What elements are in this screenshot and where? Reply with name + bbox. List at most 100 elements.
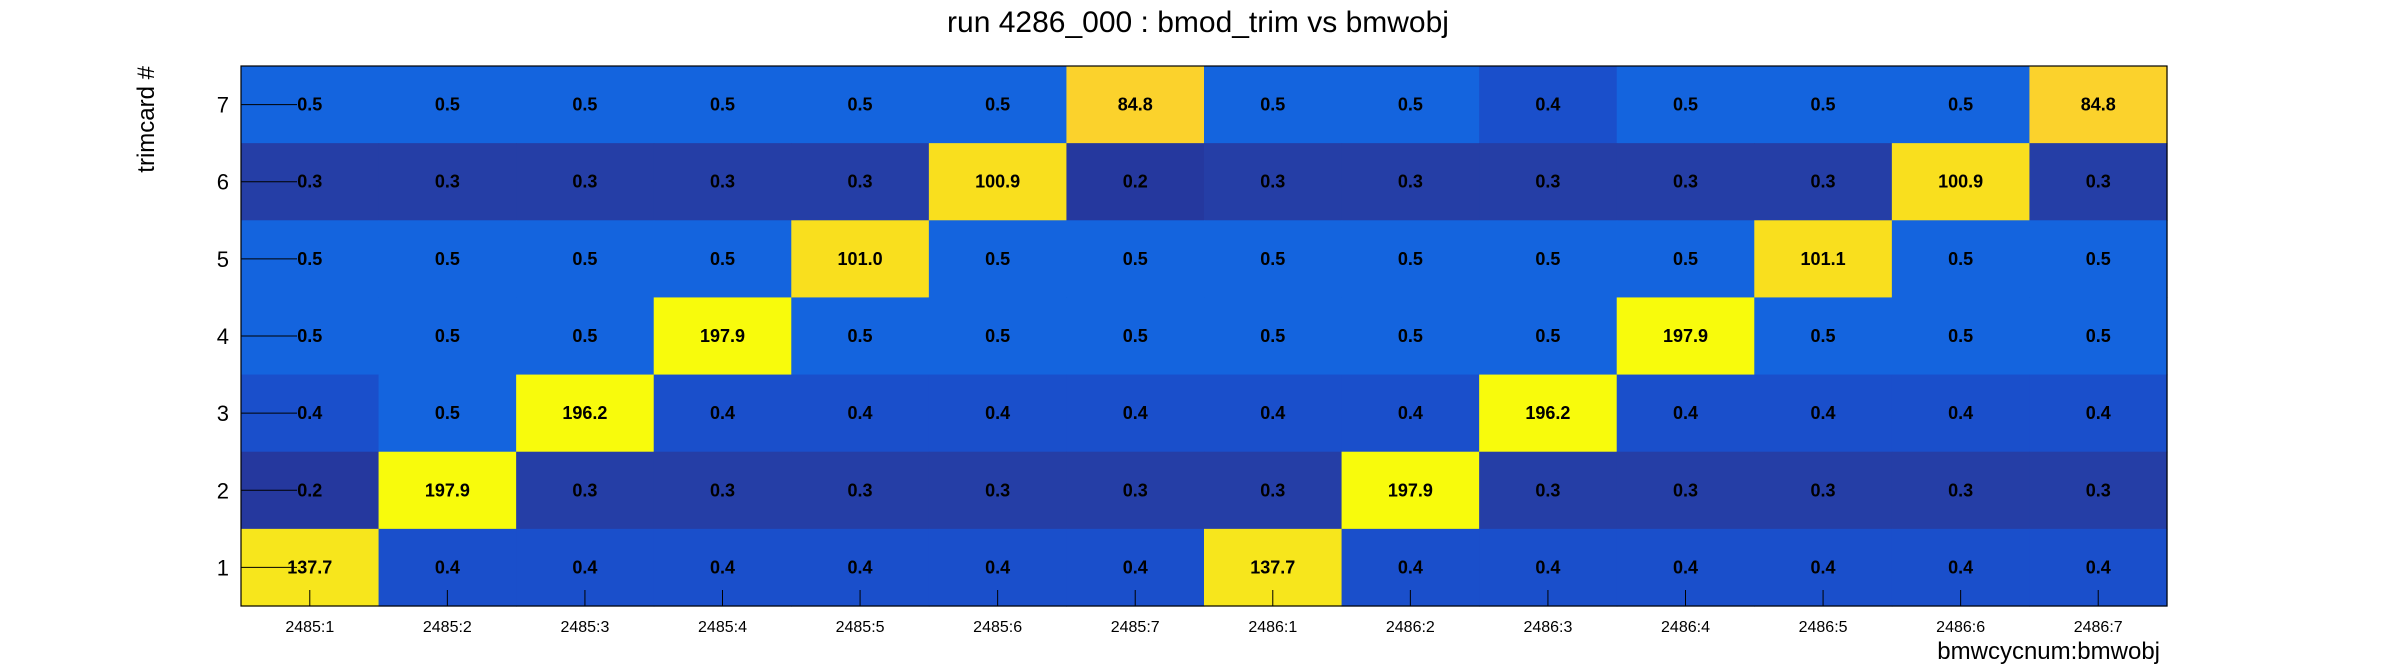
heatmap-cell: [653, 297, 792, 376]
heatmap-cell: [1066, 451, 1205, 530]
cell-value-label: 0.4: [710, 403, 735, 423]
heatmap-cells: 0.5 0.5 0.5 0.5 0.5 0.5 84.8 0.5 0.5 0.4 0.5 0.5 0.5…: [241, 66, 2168, 607]
heatmap-cell: [516, 451, 655, 530]
heatmap-cell: [928, 143, 1068, 221]
cell-value-label: 0.5: [572, 326, 597, 346]
cell-value-label: 0.3: [2086, 172, 2111, 192]
x-tick-label: 2486:3: [1523, 619, 1572, 636]
cell-value-label: 0.5: [985, 95, 1010, 115]
cell-value-label: 0.5: [297, 326, 322, 346]
cell-value-label: 101.1: [1801, 249, 1846, 269]
heatmap-cell: [378, 451, 517, 530]
x-tick-label: 2486:6: [1936, 619, 1985, 636]
cell-value-label: 0.3: [1673, 480, 1698, 500]
cell-value-label: 0.4: [1948, 403, 1973, 423]
cell-value-label: 0.5: [985, 326, 1010, 346]
cell-value-label: 0.4: [1948, 557, 1973, 577]
cell-value-label: 0.5: [1123, 326, 1148, 346]
cell-value-label: 0.5: [1811, 95, 1836, 115]
cell-value-label: 0.4: [1673, 403, 1698, 423]
cell-value-label: 0.3: [985, 480, 1010, 500]
heatmap-cell: [1754, 297, 1893, 376]
cell-value-label: 0.3: [435, 172, 460, 192]
cell-value-label: 0.5: [1948, 249, 1973, 269]
cell-value-label: 0.5: [1260, 95, 1285, 115]
cell-value-label: 0.5: [1948, 95, 1973, 115]
cell-value-label: 0.5: [710, 95, 735, 115]
heatmap-cell: [791, 451, 930, 530]
heatmap-cell: [378, 143, 517, 221]
heatmap-cell: [378, 220, 517, 299]
heatmap-cell: [1479, 143, 1618, 221]
cell-value-label: 0.5: [2086, 326, 2111, 346]
heatmap-cell: [1616, 297, 1755, 376]
y-tick-label: 2: [217, 478, 229, 503]
cell-value-label: 0.3: [572, 480, 597, 500]
heatmap-cell: [1479, 451, 1618, 530]
x-tick-label: 2486:2: [1386, 619, 1435, 636]
cell-value-label: 137.7: [287, 557, 332, 577]
cell-value-label: 0.5: [1535, 326, 1560, 346]
cell-value-label: 0.3: [1948, 480, 1973, 500]
x-tick-label: 2485:3: [560, 619, 609, 636]
cell-value-label: 196.2: [1525, 403, 1570, 423]
cell-value-label: 0.5: [435, 249, 460, 269]
cell-value-label: 0.3: [1535, 172, 1560, 192]
cell-value-label: 0.3: [1260, 172, 1285, 192]
heatmap-cell: [1204, 143, 1343, 221]
heatmap-cell: [791, 374, 930, 453]
heatmap-cell: [928, 66, 1068, 144]
cell-value-label: 0.4: [710, 557, 735, 577]
heatmap-cell: [1341, 220, 1480, 299]
heatmap-cell: [1066, 143, 1205, 221]
heatmap-cell: [378, 297, 517, 376]
heatmap-cell: [1066, 66, 1205, 144]
heatmap-cell: [791, 220, 930, 299]
heatmap-cell: [1479, 66, 1618, 144]
heatmap-cell: [1754, 451, 1893, 530]
heatmap-cell: [378, 374, 517, 453]
heatmap-cell: [1616, 220, 1755, 299]
heatmap-cell: [1616, 66, 1755, 144]
cell-value-label: 0.5: [435, 403, 460, 423]
heatmap-cell: [2029, 374, 2168, 453]
heatmap-cell: [1341, 297, 1480, 376]
cell-value-label: 0.4: [572, 557, 597, 577]
cell-value-label: 0.4: [1535, 95, 1560, 115]
heatmap-cell: [1891, 220, 2031, 299]
heatmap-cell: [516, 220, 655, 299]
heatmap-cell: [1204, 220, 1343, 299]
cell-value-label: 0.2: [1123, 172, 1148, 192]
heatmap-cell: [1341, 143, 1480, 221]
heatmap-cell: [516, 66, 655, 144]
heatmap-cell: [653, 66, 792, 144]
y-tick-label: 7: [217, 93, 229, 118]
cell-value-label: 197.9: [425, 480, 470, 500]
heatmap-cell: [928, 220, 1068, 299]
cell-value-label: 0.5: [435, 326, 460, 346]
cell-value-label: 0.4: [2086, 557, 2111, 577]
cell-value-label: 196.2: [562, 403, 607, 423]
cell-value-label: 0.4: [1398, 403, 1423, 423]
heatmap-cell: [1341, 451, 1480, 530]
y-tick-label: 4: [217, 324, 229, 349]
cell-value-label: 0.5: [297, 249, 322, 269]
cell-value-label: 0.5: [1260, 326, 1285, 346]
cell-value-label: 197.9: [700, 326, 745, 346]
x-tick-label: 2485:7: [1111, 619, 1160, 636]
cell-value-label: 0.4: [1673, 557, 1698, 577]
heatmap-cell: [516, 297, 655, 376]
heatmap-cell: [1891, 143, 2031, 221]
cell-value-label: 0.3: [710, 172, 735, 192]
cell-value-label: 0.4: [1535, 557, 1560, 577]
cell-value-label: 0.5: [2086, 249, 2111, 269]
heatmap-cell: [1204, 297, 1343, 376]
cell-value-label: 0.5: [1811, 326, 1836, 346]
heatmap-cell: [1754, 143, 1893, 221]
x-tick-label: 2485:5: [836, 619, 885, 636]
heatmap-cell: [1204, 451, 1343, 530]
y-tick-label: 3: [217, 401, 229, 426]
heatmap-cell: [1066, 297, 1205, 376]
x-tick-label: 2486:7: [2074, 619, 2123, 636]
cell-value-label: 0.3: [1811, 480, 1836, 500]
